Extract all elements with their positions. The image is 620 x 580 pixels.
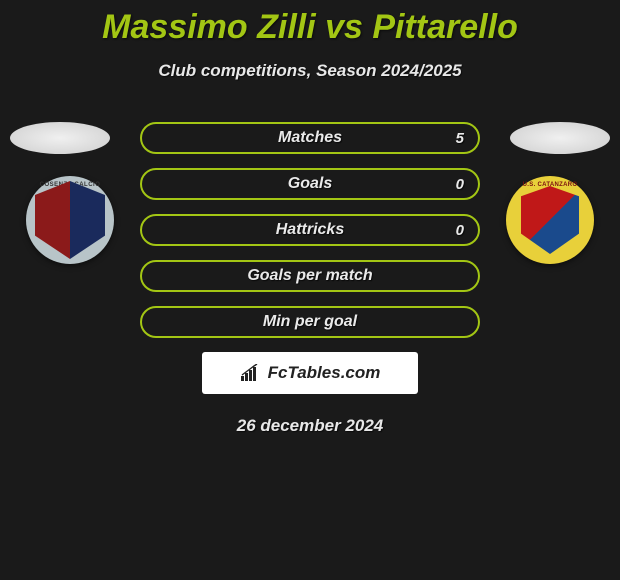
stat-row-goals-per-match: Goals per match	[140, 260, 480, 292]
stat-right-value: 5	[456, 130, 464, 147]
stat-label: Matches	[278, 129, 342, 147]
branding-badge: FcTables.com	[202, 352, 418, 394]
club-badge-right: U.S. CATANZARO	[500, 176, 600, 264]
stat-label: Min per goal	[263, 313, 357, 331]
stat-right-value: 0	[456, 222, 464, 239]
stat-row-min-per-goal: Min per goal	[140, 306, 480, 338]
stat-label: Hattricks	[276, 221, 344, 239]
stat-label: Goals	[288, 175, 332, 193]
bar-chart-icon	[240, 364, 264, 382]
date-label: 26 december 2024	[140, 416, 480, 436]
branding-text: FcTables.com	[268, 363, 381, 383]
shield-icon	[521, 186, 579, 254]
club-badge-left: COSENZA CALCIO	[20, 176, 120, 264]
stat-row-hattricks: Hattricks 0	[140, 214, 480, 246]
page-title: Massimo Zilli vs Pittarello	[0, 0, 620, 47]
stat-row-goals: Goals 0	[140, 168, 480, 200]
stat-row-matches: Matches 5	[140, 122, 480, 154]
subtitle: Club competitions, Season 2024/2025	[0, 61, 620, 81]
stat-label: Goals per match	[247, 267, 372, 285]
player-right-avatar	[510, 122, 610, 154]
shield-icon	[35, 181, 105, 259]
stat-right-value: 0	[456, 176, 464, 193]
player-left-avatar	[10, 122, 110, 154]
stats-container: Matches 5 Goals 0 Hattricks 0 Goals per …	[140, 122, 480, 436]
